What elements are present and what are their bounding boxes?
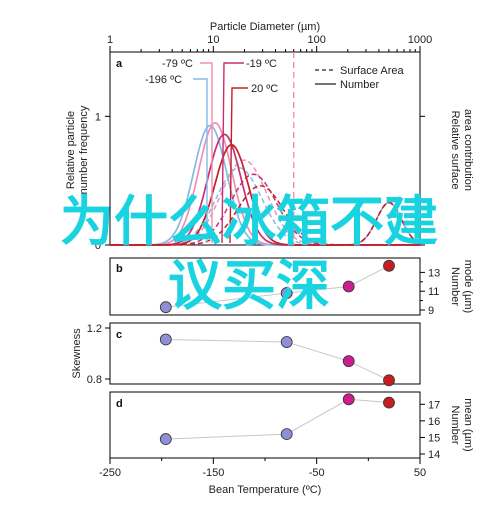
panel-d-ytick-label-0: 14 bbox=[428, 449, 440, 461]
legend-number-label: Number bbox=[340, 79, 379, 91]
panel-b-ytick-label-1: 11 bbox=[428, 286, 439, 298]
panel-b-ytick-label-2: 13 bbox=[428, 267, 440, 279]
top-tick-label-2: 100 bbox=[307, 34, 325, 46]
panel-a-y2label-line2: area contribution bbox=[462, 109, 474, 191]
panel-d-point-3 bbox=[383, 396, 395, 409]
annot-20: 20 ºC bbox=[251, 83, 278, 95]
panel-b-point-0 bbox=[159, 301, 172, 314]
panel-a: a Particle Diameter (µm) 1 10 100 1000 0 1 R… bbox=[65, 21, 474, 252]
legend-surface-label: Surface Area bbox=[340, 65, 404, 77]
panel-a-y2label-line1: Relative surface bbox=[449, 111, 461, 190]
annot-leader-minus79 bbox=[200, 62, 213, 243]
surface-curve-3 bbox=[110, 185, 421, 246]
panel-b-letter: b bbox=[116, 263, 123, 275]
annot-minus196: -196 ºC bbox=[145, 74, 182, 86]
panel-c-point-3 bbox=[383, 374, 395, 387]
panel-a-ylabel-line1: Relative particle bbox=[65, 111, 77, 189]
panel-c: c bbox=[109, 322, 421, 385]
top-tick-label-0: 1 bbox=[107, 34, 113, 46]
annot-leader-minus19 bbox=[221, 62, 244, 244]
x-tick-label-1: -150 bbox=[202, 467, 224, 479]
top-tick-label-1: 10 bbox=[207, 34, 219, 46]
panel-c-ytick-label-1: 1.2 bbox=[87, 323, 102, 335]
panel-b-frame bbox=[109, 257, 421, 316]
annot-minus79: -79 ºC bbox=[162, 58, 193, 70]
panel-d: d bbox=[109, 391, 421, 459]
number-curve-3 bbox=[110, 143, 420, 246]
annot-minus19: -19 ºC bbox=[246, 58, 277, 70]
panel-a-ylabel-line2: number frequency bbox=[78, 105, 90, 194]
panel-b-ylabel-1: mode (µm) bbox=[462, 260, 474, 313]
panel-c-letter: c bbox=[116, 329, 122, 341]
annot-leader-20 bbox=[229, 87, 248, 244]
panel-d-point-0 bbox=[159, 433, 172, 445]
panel-b-point-2 bbox=[342, 280, 355, 293]
panel-b-trend-line bbox=[165, 265, 390, 308]
panel-d-letter: d bbox=[116, 398, 123, 410]
panel-b-ylabel-0: Number bbox=[449, 267, 461, 306]
panel-a-letter: a bbox=[116, 58, 123, 70]
panel-d-ylabel-1: mean (µm) bbox=[462, 398, 474, 451]
panel-b: b bbox=[109, 257, 421, 316]
panel-b-ytick-label-0: 9 bbox=[428, 305, 434, 317]
panel-c-ytick-label-0: 0.8 bbox=[87, 374, 102, 386]
panel-c-frame bbox=[109, 322, 421, 385]
panel-d-frame bbox=[109, 391, 421, 459]
panel-b-point-3 bbox=[383, 259, 395, 272]
panel-d-ytick-label-1: 15 bbox=[428, 432, 440, 444]
panel-a-ytick-label-1: 1 bbox=[95, 111, 101, 123]
panel-a-ytick-label-0: 0 bbox=[95, 240, 101, 252]
panel-c-trend-line bbox=[165, 339, 390, 381]
top-tick-label-3: 1000 bbox=[408, 34, 432, 46]
panel-c-ylabel-0: Skewness bbox=[71, 328, 83, 379]
panel-d-ytick-label-3: 17 bbox=[428, 399, 440, 411]
x-axis-label: Bean Temperature (ºC) bbox=[209, 484, 322, 496]
panel-d-point-1 bbox=[280, 428, 293, 441]
x-tick-label-0: -250 bbox=[99, 467, 121, 479]
panel-d-ytick-label-2: 16 bbox=[428, 416, 440, 428]
panel-d-point-2 bbox=[342, 393, 355, 406]
surface-curve-2 bbox=[110, 173, 421, 246]
legend: Surface Area Number bbox=[315, 65, 404, 91]
panel-d-ylabel-0: Number bbox=[449, 405, 461, 444]
panel-d-trend-line bbox=[165, 398, 390, 440]
panel-c-point-0 bbox=[159, 333, 172, 346]
x-tick-label-3: 50 bbox=[414, 467, 426, 479]
panel-c-point-2 bbox=[342, 355, 355, 368]
panel-b-point-1 bbox=[280, 287, 293, 299]
annot-leader-minus196 bbox=[193, 78, 208, 243]
x-tick-label-2: -50 bbox=[309, 467, 325, 479]
panel-c-point-1 bbox=[280, 336, 293, 348]
top-axis-label: Particle Diameter (µm) bbox=[210, 21, 320, 33]
